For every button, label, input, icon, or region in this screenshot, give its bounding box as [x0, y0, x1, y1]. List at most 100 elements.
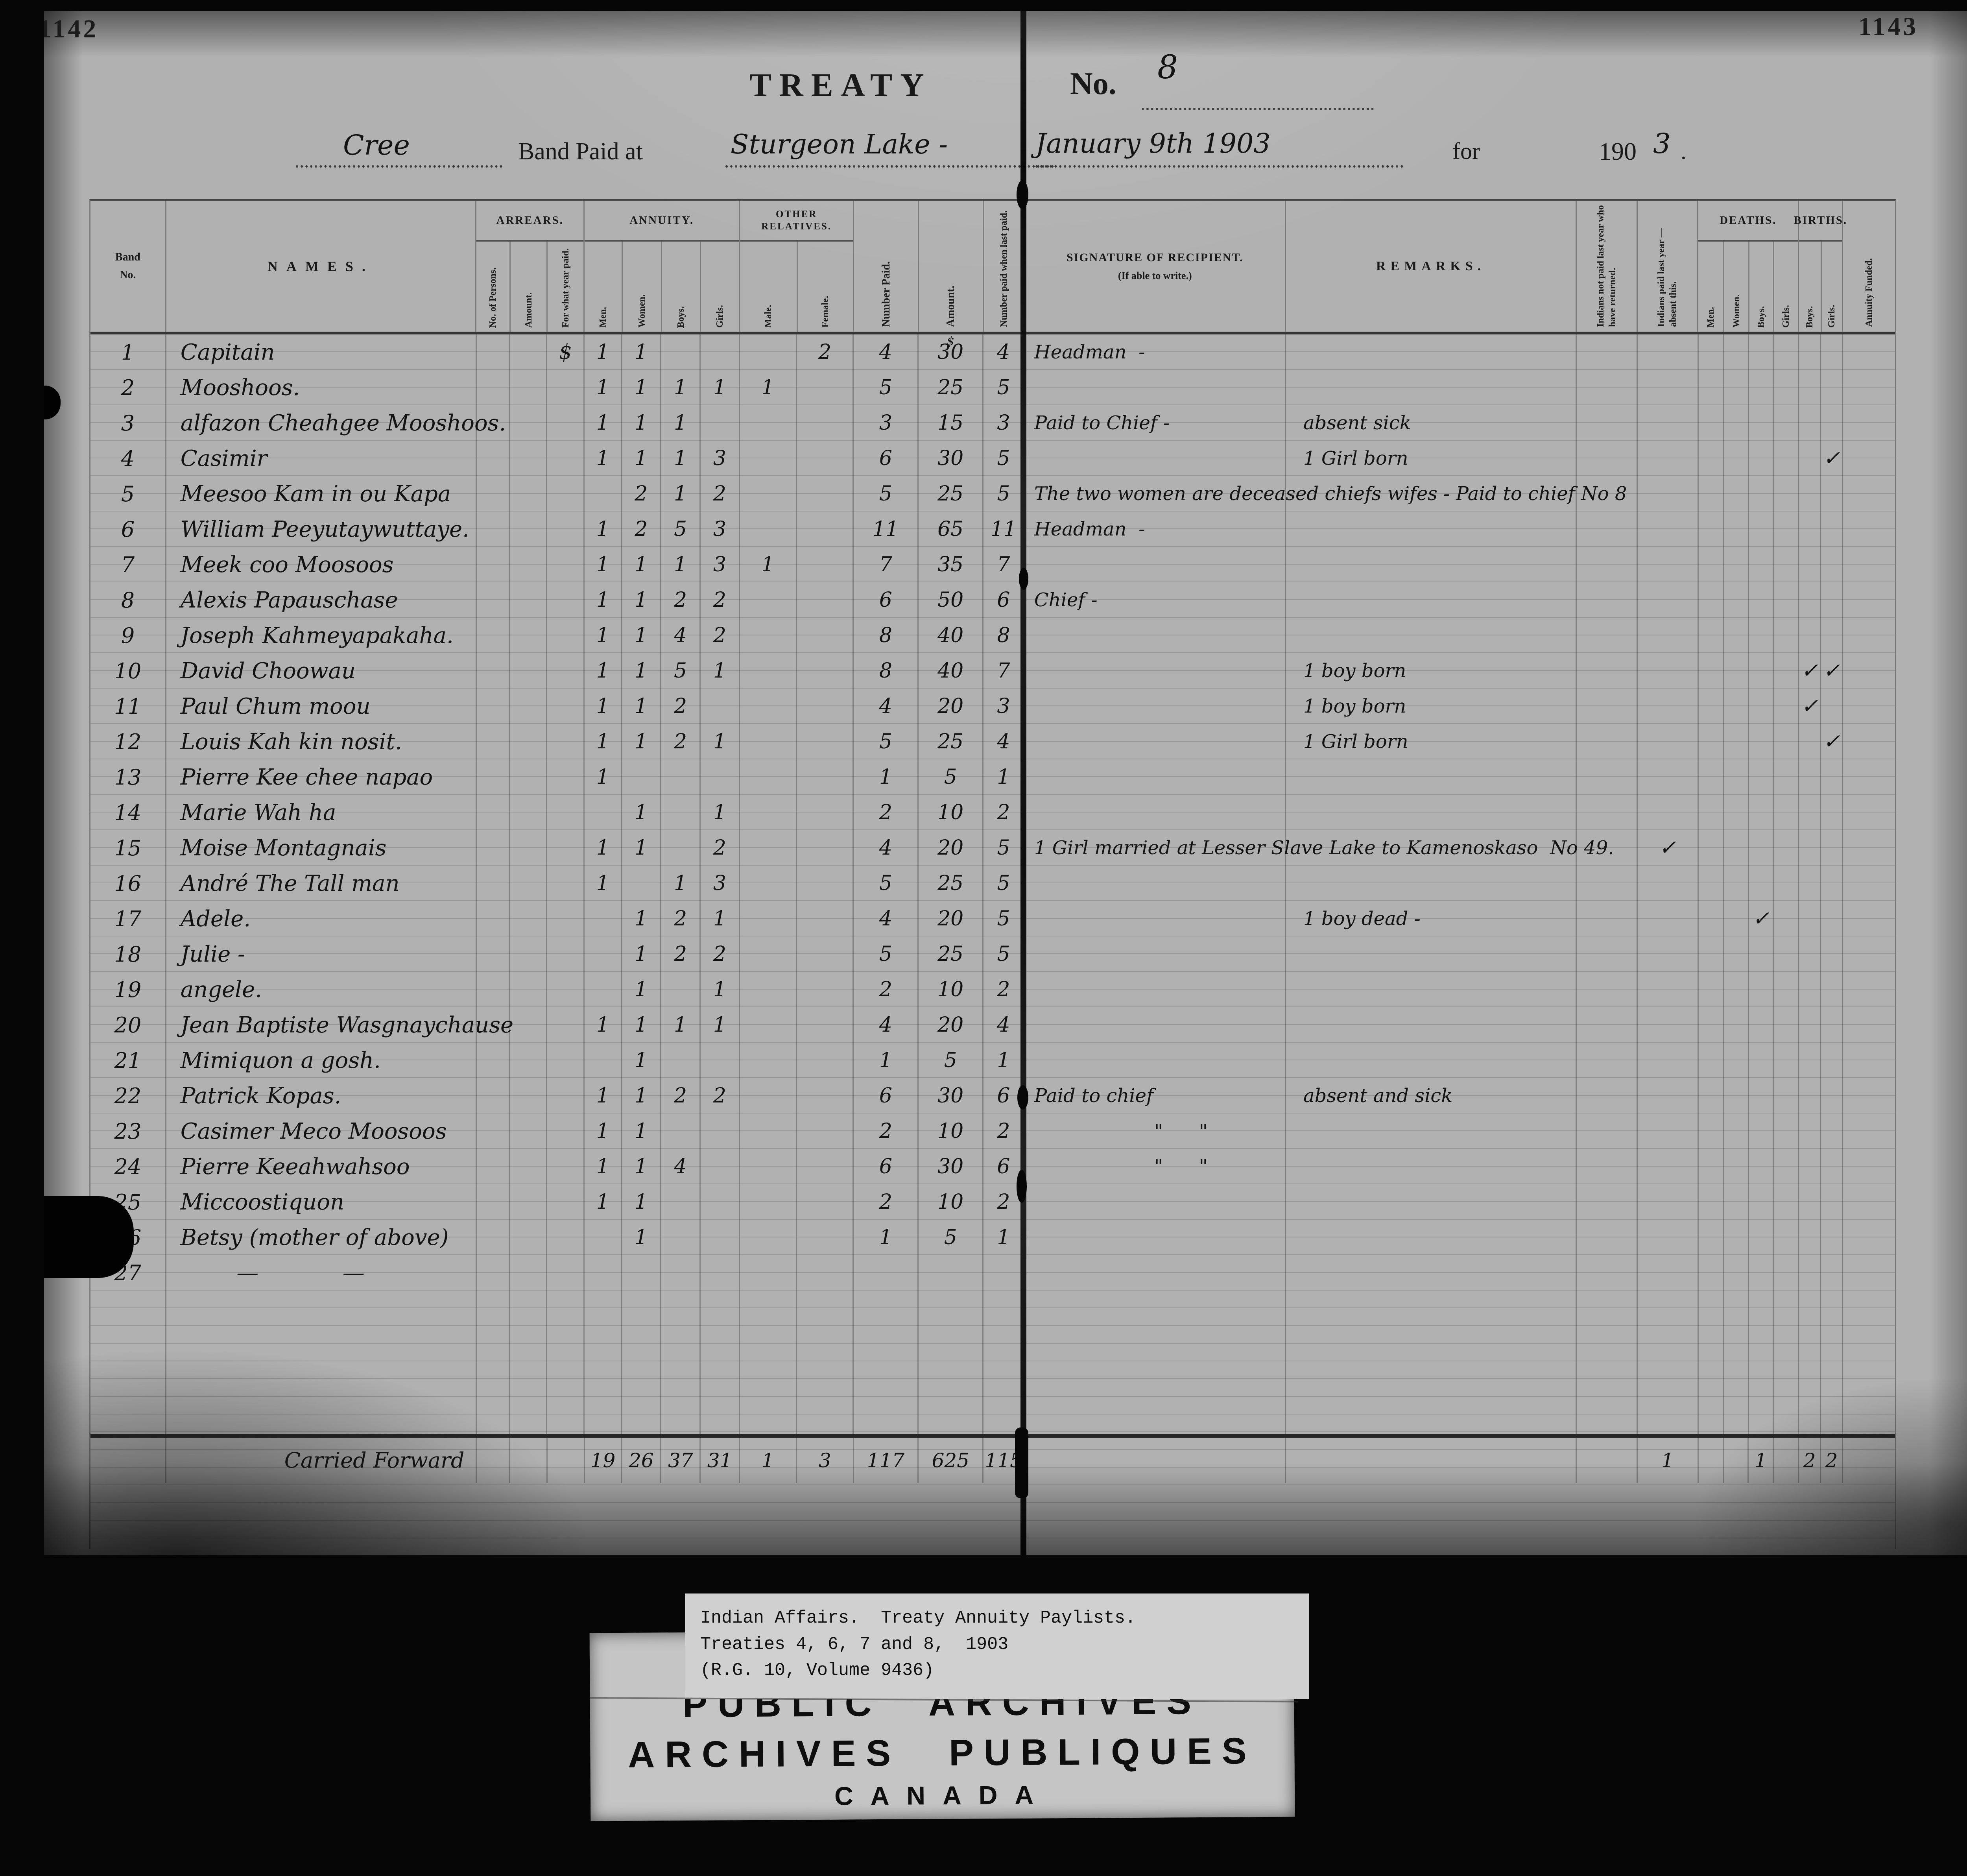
deaths-men-cell	[1697, 370, 1723, 405]
girls-cell: 3	[699, 511, 739, 547]
deaths-girls-cell	[1773, 689, 1798, 724]
women-cell	[621, 866, 660, 901]
name-cell: angele.	[165, 972, 476, 1007]
signature-cell	[1023, 936, 1285, 972]
deaths-boys-cell	[1747, 1043, 1773, 1078]
table-row: 4 Casimir 1 1 1 3 6 30 5 1 Girl born ✓	[90, 441, 1895, 476]
table-row	[90, 1291, 1895, 1438]
blank-ruled-area	[90, 1291, 1895, 1438]
deaths-women-cell	[1722, 511, 1748, 547]
deaths-women-cell	[1722, 830, 1748, 866]
typed-line-3: (R.G. 10, Volume 9436)	[700, 1660, 934, 1681]
arrears-amount-cell	[509, 405, 546, 441]
other-male-cell	[738, 1220, 796, 1255]
deaths-men-cell	[1697, 1149, 1723, 1184]
last-paid-cell: 11	[982, 511, 1024, 547]
women-cell: 1	[621, 653, 660, 689]
arrears-persons-cell	[475, 1078, 509, 1113]
births-boys-cell	[1798, 1007, 1820, 1043]
deaths-men-cell	[1697, 936, 1723, 972]
other-female-cell	[795, 689, 853, 724]
number-paid-cell	[852, 1291, 917, 1434]
boys-cell	[660, 1184, 699, 1220]
signature-cell: Chief -	[1023, 582, 1285, 618]
arrears-persons-cell	[475, 1291, 509, 1434]
deaths-girls-cell	[1773, 1149, 1798, 1184]
band-no-cell: 5	[121, 481, 135, 506]
deaths-boys-cell	[1747, 759, 1773, 795]
girls-cell	[699, 689, 739, 724]
men-cell: 1	[583, 405, 621, 441]
year-hand: 3	[1653, 127, 1671, 160]
deaths-men-cell	[1697, 1291, 1723, 1434]
deaths-men-cell	[1697, 1220, 1723, 1255]
pay-place: Sturgeon Lake -	[731, 129, 948, 160]
girls-cell: 2	[699, 582, 739, 618]
header-women: Women.	[622, 242, 661, 332]
other-male-cell	[738, 653, 796, 689]
deaths-girls-cell	[1773, 1255, 1798, 1291]
arrears-year-cell	[546, 866, 583, 901]
paid-absent-cell	[1636, 866, 1698, 901]
arrears-persons-cell	[475, 1184, 509, 1220]
table-row: 22 Patrick Kopas. 1 1 2 2 6 30 6 Paid to…	[90, 1078, 1895, 1113]
boys-cell: 2	[660, 689, 699, 724]
remarks-cell	[1285, 1113, 1576, 1149]
other-male-cell	[738, 901, 796, 936]
other-female-cell	[795, 830, 853, 866]
annuity-funded-cell	[1842, 1149, 1895, 1184]
not-paid-returned-cell	[1576, 1043, 1637, 1078]
arrears-year-cell	[546, 1184, 583, 1220]
name-cell: William Peeyutaywuttaye.	[165, 511, 476, 547]
other-female-cell	[795, 1184, 853, 1220]
band-no-cell: 3	[121, 410, 135, 436]
pay-date: January 9th 1903	[1035, 128, 1271, 159]
paid-absent-cell	[1636, 511, 1698, 547]
births-girls-cell: ✓	[1820, 724, 1842, 759]
girls-cell	[699, 1220, 739, 1255]
band-no-cell: 2	[121, 375, 135, 400]
remarks-cell	[1285, 795, 1576, 830]
name-cell: Mooshoos.	[165, 370, 476, 405]
name-cell: Miccoostiquon	[165, 1184, 476, 1220]
deaths-boys-cell	[1747, 866, 1773, 901]
girls-cell	[699, 1043, 739, 1078]
other-male-cell	[738, 830, 796, 866]
band-no-cell: 11	[114, 694, 142, 719]
signature-cell	[1023, 1184, 1285, 1220]
boys-cell: 2	[660, 901, 699, 936]
table-row: 8 Alexis Papauschase 1 1 2 2 6 50 6 Chie…	[90, 582, 1895, 618]
remarks-cell	[1285, 866, 1576, 901]
signature-cell	[1023, 689, 1285, 724]
other-male-cell	[738, 441, 796, 476]
births-boys-cell	[1798, 1043, 1820, 1078]
not-paid-returned-cell	[1576, 1149, 1637, 1184]
births-girls-cell	[1820, 334, 1842, 370]
girls-cell	[699, 334, 739, 370]
number-paid-cell: 4	[852, 689, 917, 724]
girls-cell	[699, 1291, 739, 1434]
other-female-cell	[795, 1255, 853, 1291]
last-paid-cell: 7	[982, 653, 1024, 689]
other-male-cell	[738, 476, 796, 511]
for-label: for	[1452, 138, 1480, 164]
paid-absent-cell	[1636, 1255, 1698, 1291]
table-row: 3 alfazon Cheahgee Mooshoos. 1 1 1 3 15 …	[90, 405, 1895, 441]
deaths-women-cell	[1722, 405, 1748, 441]
deaths-girls-cell	[1773, 759, 1798, 795]
arrears-persons-cell	[475, 1220, 509, 1255]
deaths-men-cell	[1697, 334, 1723, 370]
not-paid-returned-cell	[1576, 1255, 1637, 1291]
arrears-persons-cell	[475, 441, 509, 476]
remarks-cell	[1285, 511, 1576, 547]
deaths-women-cell	[1722, 1078, 1748, 1113]
boys-cell: 5	[660, 653, 699, 689]
number-paid-cell: 7	[852, 547, 917, 582]
women-cell: 1	[621, 405, 660, 441]
births-boys-cell	[1798, 795, 1820, 830]
deaths-girls-cell	[1773, 653, 1798, 689]
girls-cell	[699, 1149, 739, 1184]
births-girls-cell: 2	[1820, 1438, 1842, 1483]
amount-cell: 40	[917, 618, 982, 653]
arrears-year-cell: $	[546, 334, 583, 370]
